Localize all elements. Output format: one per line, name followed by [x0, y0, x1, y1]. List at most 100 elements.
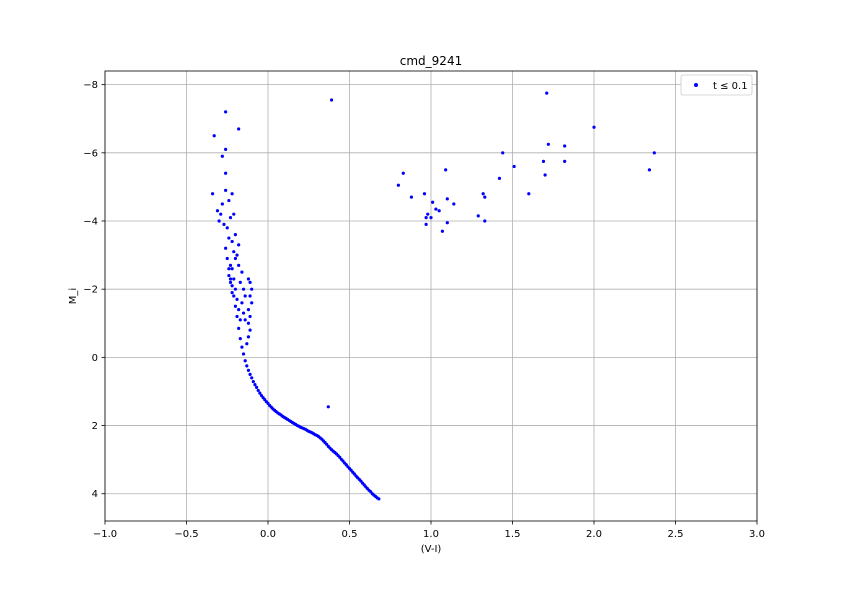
data-point: [481, 192, 485, 196]
data-point: [248, 314, 252, 319]
data-point: [215, 209, 220, 213]
x-tick-label: 0.0: [260, 529, 276, 540]
x-tick-label: −0.5: [174, 529, 198, 540]
data-point: [235, 253, 239, 257]
data-point: [235, 297, 239, 302]
data-point: [224, 188, 228, 192]
data-point: [497, 176, 502, 180]
data-point: [230, 239, 234, 244]
y-axis-label: M_i: [68, 288, 79, 304]
data-point: [326, 405, 330, 409]
data-point: [452, 202, 456, 206]
data-point: [592, 125, 596, 129]
data-point: [230, 192, 234, 196]
data-point: [396, 183, 400, 187]
legend-marker: [694, 83, 698, 87]
data-point: [545, 91, 549, 95]
y-tick-label: 4: [92, 489, 98, 500]
data-point: [512, 164, 516, 169]
data-point: [238, 318, 242, 322]
data-point: [246, 321, 251, 325]
data-point: [251, 379, 255, 384]
data-point: [237, 263, 241, 267]
data-point: [227, 236, 231, 240]
chart-title: cmd_9241: [400, 54, 462, 68]
data-point: [230, 284, 234, 288]
legend: t ≤ 0.1: [680, 74, 753, 96]
data-point: [238, 337, 242, 341]
data-point: [248, 280, 252, 284]
data-point: [217, 219, 221, 223]
data-point: [237, 127, 241, 131]
data-point: [445, 221, 449, 225]
data-point: [437, 209, 441, 213]
data-point: [225, 256, 229, 261]
data-point: [527, 192, 531, 196]
data-point: [652, 151, 656, 155]
data-point: [241, 287, 246, 291]
data-point: [230, 267, 234, 271]
data-point: [220, 154, 224, 158]
data-point: [401, 171, 405, 175]
data-point: [422, 192, 427, 196]
data-point: [228, 280, 233, 284]
data-point: [241, 311, 246, 315]
data-point: [253, 383, 257, 387]
data-point: [476, 214, 480, 218]
data-point: [329, 98, 334, 102]
data-point: [259, 393, 264, 398]
data-point: [237, 326, 241, 330]
data-point: [240, 345, 244, 349]
data-point: [246, 277, 251, 281]
data-point: [250, 376, 254, 380]
x-tick-label: 3.0: [749, 529, 765, 540]
data-point: [227, 267, 231, 271]
data-point: [245, 342, 249, 346]
data-point: [224, 246, 228, 250]
data-point: [483, 219, 487, 223]
data-point: [250, 301, 254, 305]
data-point: [546, 142, 550, 146]
data-point: [224, 110, 228, 114]
x-tick-label: 1.0: [423, 529, 439, 540]
data-point: [233, 256, 237, 261]
data-point: [230, 290, 234, 295]
ticks: −1.0 −0.5 0.0 0.5 1.0 1.5 2.0 2.5 3.0 −8 −6 −4 −2 0 2 4: [83, 80, 765, 540]
data-point: [228, 277, 233, 281]
x-tick-label: 2.0: [586, 529, 602, 540]
data-point: [228, 263, 233, 267]
data-point: [445, 197, 449, 201]
data-point: [237, 243, 241, 247]
data-point: [543, 173, 547, 177]
x-tick-label: 2.5: [668, 529, 684, 540]
data-point: [212, 134, 216, 138]
legend-label: t ≤ 0.1: [713, 81, 748, 92]
data-point: [258, 391, 262, 395]
data-point: [541, 159, 546, 163]
data-point: [248, 328, 252, 332]
data-point: [232, 277, 236, 281]
data-point: [224, 171, 228, 175]
data-point: [246, 335, 251, 339]
data-point: [563, 159, 567, 163]
data-point: [240, 301, 244, 305]
data-point: [220, 202, 224, 206]
data-point: [501, 151, 505, 155]
data-point: [248, 372, 252, 377]
data-point: [219, 212, 223, 216]
data-point: [440, 229, 445, 233]
data-point: [233, 287, 237, 291]
data-point: [243, 359, 247, 363]
data-point: [227, 198, 231, 203]
data-point: [243, 318, 247, 322]
data-point: [245, 364, 249, 368]
data-point: [225, 226, 229, 230]
data-point: [409, 195, 414, 199]
data-point: [232, 294, 236, 298]
data-point: [241, 352, 246, 356]
data-point: [238, 280, 242, 284]
data-point: [563, 144, 567, 148]
data-point: [233, 304, 237, 308]
data-point: [250, 287, 254, 291]
